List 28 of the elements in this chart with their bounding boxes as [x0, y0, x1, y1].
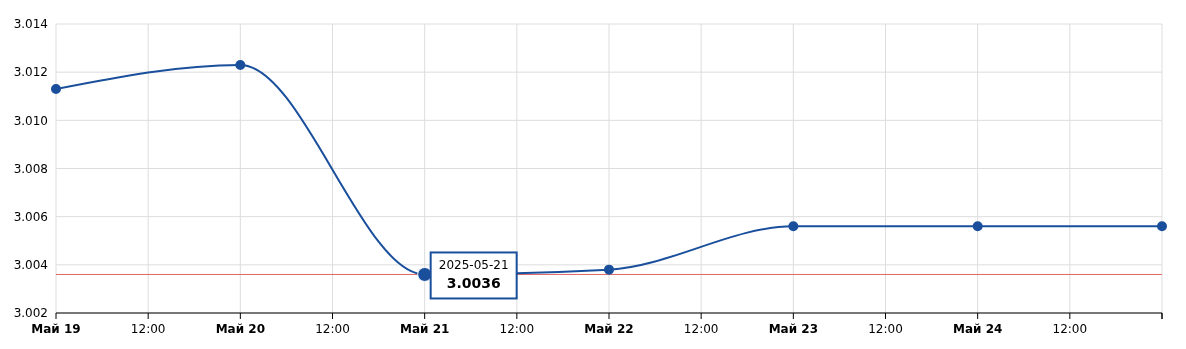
point	[788, 221, 799, 232]
x-tick-label: Май 20	[215, 322, 265, 336]
annotation: 2025-05-21	[438, 258, 509, 273]
annotation: 3.0036	[446, 275, 501, 292]
point	[972, 221, 983, 232]
x-tick-label: 12:00	[130, 322, 166, 336]
y-tick-label: 3.006	[13, 209, 48, 224]
x-tick-label: Май 23	[768, 322, 818, 336]
tooltip-box: 2025-05-21 3.0036	[429, 251, 518, 300]
x-tick-label: Май 24	[953, 322, 1003, 336]
x-tick-label: 12:00	[683, 322, 719, 336]
y-tick-label: 3.014	[13, 17, 48, 32]
x-tick-label: 12:00	[499, 322, 535, 336]
x-tick-label: Май 21	[400, 322, 450, 336]
point	[235, 59, 246, 70]
y-tick-label: 3.002	[13, 306, 48, 321]
point	[51, 84, 61, 95]
point	[1157, 221, 1167, 232]
y-tick-label: 3.012	[13, 65, 48, 80]
x-tick-label: Май 19	[31, 322, 81, 336]
x-tick-label: 12:00	[1052, 322, 1088, 336]
x-tick-label: 12:00	[315, 322, 350, 336]
y-tick-label: 3.008	[13, 161, 48, 176]
y-tick-label: 3.004	[13, 258, 48, 273]
x-tick-label: Май 22	[584, 322, 634, 336]
x-tick-label: 12:00	[868, 322, 903, 336]
y-tick-label: 3.010	[13, 113, 48, 128]
point	[604, 264, 614, 275]
